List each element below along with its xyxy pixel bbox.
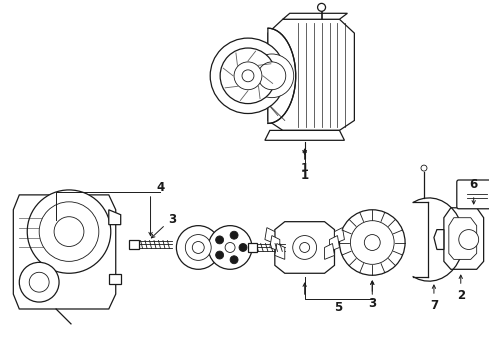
Text: 1: 1 [301, 163, 309, 173]
Circle shape [365, 235, 380, 251]
Polygon shape [335, 228, 344, 243]
Polygon shape [109, 210, 121, 225]
Polygon shape [444, 208, 484, 269]
Polygon shape [324, 243, 335, 260]
Circle shape [27, 190, 111, 273]
Circle shape [242, 70, 254, 82]
Circle shape [318, 3, 325, 11]
Polygon shape [129, 239, 139, 249]
Polygon shape [265, 130, 344, 140]
Circle shape [220, 48, 276, 104]
Circle shape [421, 165, 427, 171]
Circle shape [192, 242, 204, 253]
Circle shape [230, 231, 238, 239]
Polygon shape [248, 243, 257, 252]
Polygon shape [265, 228, 275, 243]
Circle shape [300, 243, 310, 252]
Circle shape [29, 272, 49, 292]
Text: 5: 5 [334, 301, 343, 314]
Polygon shape [275, 243, 285, 260]
Polygon shape [109, 274, 121, 284]
Polygon shape [268, 19, 354, 130]
Circle shape [208, 226, 252, 269]
Circle shape [185, 235, 211, 260]
Circle shape [225, 243, 235, 252]
Circle shape [250, 54, 294, 98]
Text: 7: 7 [430, 298, 438, 311]
Polygon shape [449, 218, 477, 260]
Circle shape [210, 38, 286, 113]
Polygon shape [283, 13, 347, 19]
Circle shape [216, 251, 223, 259]
Circle shape [459, 230, 479, 249]
Text: 2: 2 [457, 289, 465, 302]
Circle shape [340, 210, 405, 275]
Polygon shape [270, 235, 280, 251]
Circle shape [234, 62, 262, 90]
Circle shape [216, 236, 223, 244]
Polygon shape [268, 28, 295, 123]
Polygon shape [434, 230, 444, 249]
Circle shape [258, 62, 286, 90]
Circle shape [293, 235, 317, 260]
Circle shape [19, 262, 59, 302]
Polygon shape [275, 222, 335, 273]
Text: 1: 1 [300, 168, 309, 181]
Text: 6: 6 [469, 179, 478, 192]
Text: 3: 3 [368, 297, 376, 310]
Circle shape [176, 226, 220, 269]
Circle shape [230, 256, 238, 264]
Circle shape [350, 221, 394, 264]
Polygon shape [329, 235, 340, 251]
Circle shape [239, 243, 247, 251]
Circle shape [39, 202, 99, 261]
Circle shape [54, 217, 84, 247]
FancyBboxPatch shape [457, 180, 490, 209]
Text: 3: 3 [169, 213, 176, 226]
Text: 4: 4 [156, 181, 165, 194]
Polygon shape [13, 195, 116, 309]
